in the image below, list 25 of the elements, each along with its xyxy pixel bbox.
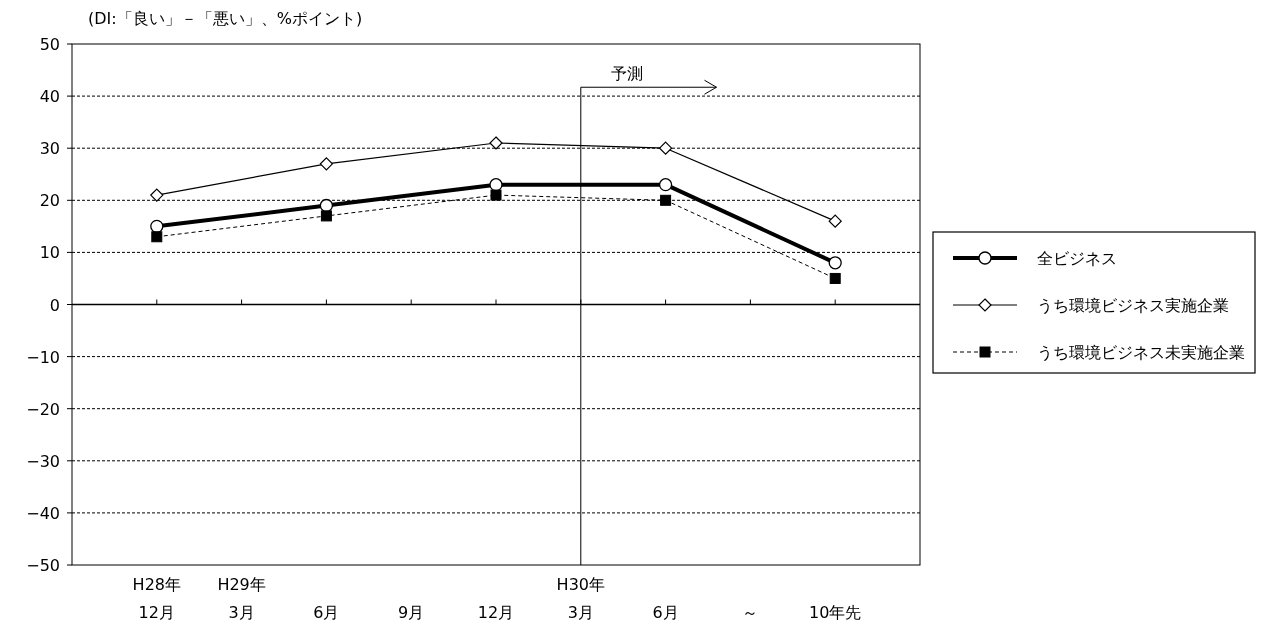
x-tick-label: 9月	[398, 603, 425, 622]
x-tick-label: 6月	[652, 603, 679, 622]
ref-line-label: 予測	[610, 64, 643, 84]
y-tick-label: 20	[39, 191, 60, 211]
y-tick-label: 10	[39, 243, 60, 263]
x-tick-label: H30年 3月	[556, 575, 605, 622]
y-tick-label: −50	[26, 556, 60, 575]
x-tick-label: ～	[742, 603, 759, 622]
x-tick-label: H28年 12月	[132, 575, 181, 622]
x-tick-label: 10年先	[809, 603, 862, 622]
y-tick-label: −10	[26, 347, 60, 367]
y-axis-title: (DI:「良い」－「悪い」、%ポイント)	[88, 9, 363, 28]
legend-label: 全ビジネス	[1037, 249, 1117, 268]
y-tick-label: 30	[39, 139, 60, 159]
legend-label: うち環境ビジネス実施企業	[1037, 296, 1229, 315]
legend-label: うち環境ビジネス未実施企業	[1037, 343, 1245, 362]
x-tick-label: 12月	[477, 603, 515, 622]
y-tick-label: −40	[26, 503, 60, 523]
y-tick-label: −30	[26, 451, 60, 471]
y-tick-label: −20	[26, 399, 60, 419]
y-tick-label: 0	[49, 295, 60, 315]
x-tick-label: 6月	[313, 603, 340, 622]
x-tick-label: H29年 3月	[217, 575, 266, 622]
y-tick-label: 50	[39, 35, 60, 54]
y-tick-label: 40	[39, 87, 60, 107]
